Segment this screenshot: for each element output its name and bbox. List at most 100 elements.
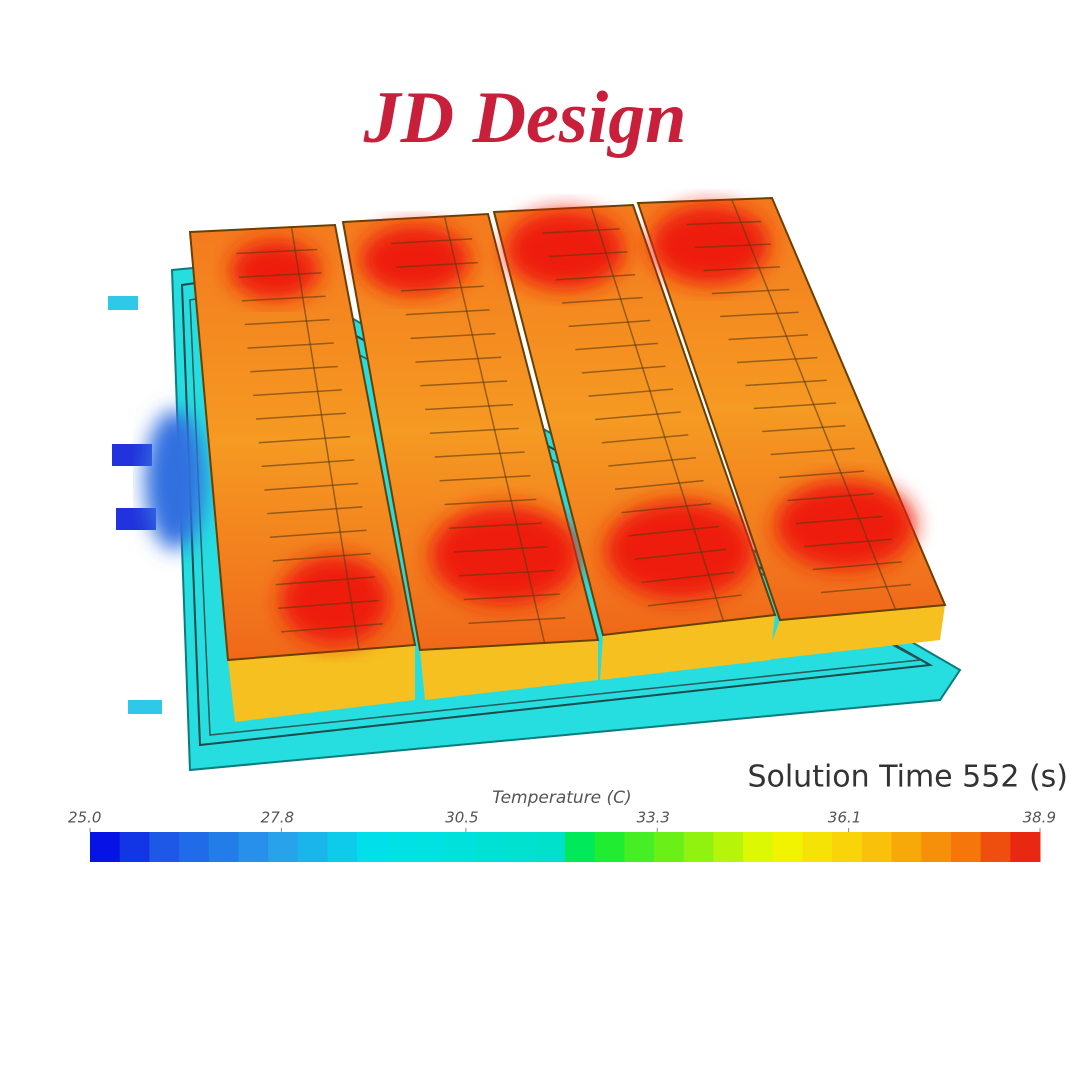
cell-line	[601, 434, 689, 444]
cell-line	[821, 583, 911, 594]
colorbar-segment	[297, 832, 328, 862]
cell-line	[420, 380, 508, 387]
cell-line	[247, 342, 334, 349]
cell-line	[745, 379, 827, 387]
colorbar-tick-label: 38.9	[1023, 809, 1056, 827]
cell-line	[753, 402, 837, 410]
cell-line	[588, 388, 674, 397]
cell-line	[694, 243, 771, 249]
cell-line	[720, 311, 799, 318]
colorbar-tick-label: 27.8	[261, 809, 294, 827]
colorbar-segment	[861, 832, 893, 862]
cell-line	[795, 515, 883, 525]
cell-line	[614, 479, 704, 491]
cell-line	[290, 226, 360, 650]
cell-line	[590, 206, 725, 622]
colorbar-segment	[327, 832, 358, 862]
cell-line	[731, 199, 897, 610]
cell-line	[542, 228, 620, 234]
cell-line	[621, 502, 712, 514]
cell-line	[647, 594, 742, 607]
colorbar-segment	[535, 832, 566, 862]
colorbar-tick-label: 36.1	[828, 809, 861, 827]
colorbar-segment	[654, 832, 685, 862]
colorbar-segment	[416, 832, 447, 862]
cell-line	[458, 569, 554, 577]
cell-line	[264, 482, 359, 491]
cell-line	[281, 623, 383, 633]
cell-line	[449, 522, 543, 530]
cell-line	[261, 459, 355, 468]
cell-line	[575, 342, 658, 351]
colorbar-segment	[594, 832, 625, 862]
colorbar-segment	[802, 832, 833, 862]
cell-line	[703, 266, 780, 272]
colorbar-segment	[891, 832, 922, 862]
cell-line	[804, 538, 893, 548]
cell-line	[770, 447, 855, 456]
cell-line	[250, 365, 338, 373]
cell-line	[555, 273, 636, 281]
cell-line	[255, 412, 347, 420]
cell-line	[444, 498, 537, 506]
cell-line	[779, 470, 865, 479]
cell-line	[267, 506, 363, 515]
cell-line	[641, 571, 735, 584]
cell-line	[686, 220, 762, 226]
colorbar-label: Temperature (C)	[492, 788, 631, 808]
colorbar-segment	[357, 832, 388, 862]
colorbar-segment	[446, 832, 477, 862]
colorbar-tick-label: 25.0	[68, 809, 101, 827]
cell-line	[434, 451, 525, 458]
cell-line	[443, 216, 546, 644]
cell-line	[241, 295, 326, 302]
colorbar-segment	[980, 832, 1011, 862]
colorbar-segment	[90, 832, 121, 862]
colorbar-segment	[950, 832, 982, 862]
cell-line	[548, 251, 628, 258]
cell-line	[454, 546, 548, 553]
colorbar-segment	[624, 832, 655, 862]
cell-line	[415, 356, 502, 363]
colorbar-tick-label: 33.3	[637, 809, 670, 827]
cell-line	[468, 617, 566, 625]
cell-line	[762, 424, 846, 433]
cell-line	[400, 285, 484, 292]
cell-line	[244, 318, 330, 326]
colorbar-segment	[119, 832, 150, 862]
cell-line	[581, 365, 666, 374]
cell-line	[391, 238, 473, 245]
cell-line	[595, 411, 681, 421]
colorbar-segment	[238, 832, 269, 862]
cell-line	[429, 427, 519, 435]
colorbar-tick-label: 30.5	[445, 809, 478, 827]
colorbar-segment	[505, 832, 536, 862]
colorbar-segment	[743, 832, 774, 862]
colorbar-segment	[386, 832, 418, 862]
cell-line	[239, 272, 322, 278]
colorbar-segment	[683, 832, 714, 862]
solution-time: Solution Time 552 (s)	[747, 760, 1068, 795]
cell-line	[562, 296, 643, 304]
cell-line	[275, 576, 375, 586]
cell-line	[812, 561, 902, 571]
cell-line	[711, 288, 790, 295]
cell-line	[410, 332, 496, 340]
cell-line	[628, 525, 719, 537]
cell-line	[736, 356, 818, 364]
colorbar: 25.0 27.8 30.5 33.3 36.1 38.9	[68, 809, 1056, 862]
cell-line	[568, 319, 651, 328]
colorbar-segment	[179, 832, 210, 862]
cell-line	[463, 593, 560, 601]
cell-line	[608, 457, 696, 467]
colorbar-segment	[149, 832, 180, 862]
cell-line	[236, 248, 318, 255]
title: JD Design	[363, 77, 687, 159]
colorbar-segment	[565, 832, 596, 862]
colorbar-segment	[713, 832, 744, 862]
colorbar-segment	[832, 832, 863, 862]
cell-line	[405, 309, 490, 316]
cell-line	[728, 334, 809, 341]
cell-line	[787, 493, 874, 502]
